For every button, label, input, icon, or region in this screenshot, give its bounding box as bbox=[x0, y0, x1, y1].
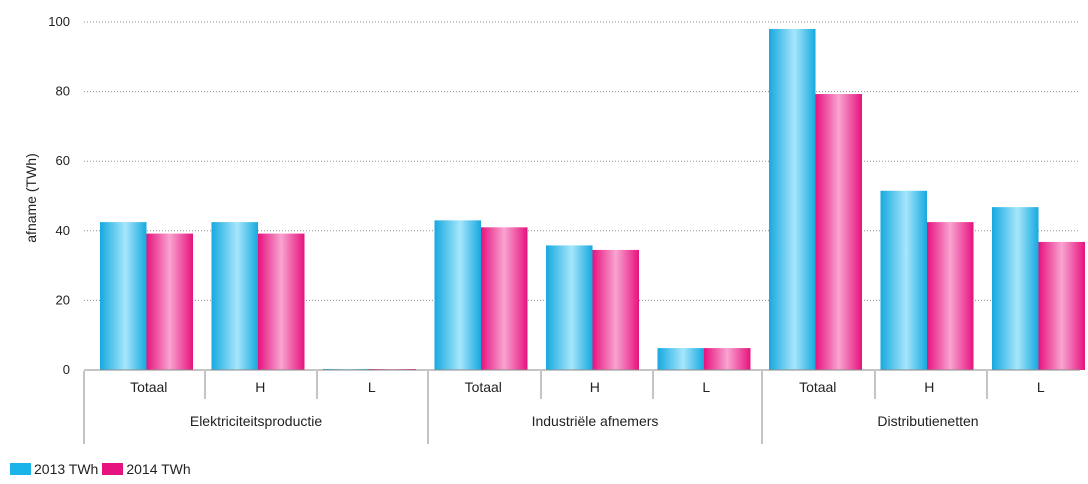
y-tick-label: 0 bbox=[63, 362, 70, 377]
bars bbox=[100, 28, 1085, 371]
bar-2014 bbox=[481, 227, 528, 370]
group-label: Elektriciteitsproductie bbox=[190, 413, 322, 429]
group-label: Distributienetten bbox=[877, 413, 978, 429]
y-tick-label: 80 bbox=[56, 84, 70, 99]
bar-2014 bbox=[927, 222, 974, 370]
bar-2013 bbox=[434, 220, 481, 370]
legend-item-2014: 2014 TWh bbox=[102, 461, 191, 477]
bar-2013 bbox=[211, 222, 258, 370]
bar-2013 bbox=[657, 348, 704, 370]
y-axis-label: afname (TWh) bbox=[23, 153, 39, 242]
bar-2013 bbox=[880, 190, 927, 370]
bar-2013 bbox=[546, 245, 593, 370]
bar-2014 bbox=[704, 348, 751, 370]
legend-swatch-2014 bbox=[102, 463, 124, 475]
bar-2014 bbox=[815, 94, 862, 370]
x-tick-label: L bbox=[702, 379, 710, 395]
bar-2013 bbox=[992, 207, 1039, 370]
x-tick-label: H bbox=[590, 379, 600, 395]
x-tick-label: L bbox=[368, 379, 376, 395]
legend-label-2014: 2014 TWh bbox=[126, 461, 191, 477]
x-tick-label: Totaal bbox=[799, 379, 836, 395]
x-tick-label: Totaal bbox=[130, 379, 167, 395]
bar-2013 bbox=[769, 28, 816, 371]
y-tick-label: 20 bbox=[56, 292, 70, 307]
x-axis: Totaal H L Totaal H L Totaal H L Elektriciteitspr… bbox=[83, 369, 1080, 444]
group-label: Industriële afnemers bbox=[532, 413, 659, 429]
bar-2013 bbox=[323, 368, 370, 370]
x-tick-label: H bbox=[924, 379, 934, 395]
y-tick-label: 40 bbox=[56, 223, 70, 238]
bar-2014 bbox=[592, 249, 639, 370]
legend-item-2013: 2013 TWh bbox=[10, 461, 98, 477]
bar-2014 bbox=[146, 233, 193, 370]
legend: 2013 TWh 2014 TWh bbox=[10, 461, 195, 477]
legend-swatch-2013 bbox=[10, 463, 31, 475]
x-tick-label: Totaal bbox=[465, 379, 502, 395]
y-tick-label: 60 bbox=[56, 153, 70, 168]
bar-2014 bbox=[258, 233, 305, 370]
legend-label-2013: 2013 TWh bbox=[34, 461, 99, 477]
y-tick-labels: 0 20 40 60 80 100 bbox=[48, 14, 70, 377]
x-tick-label: L bbox=[1037, 379, 1045, 395]
bar-2013 bbox=[100, 222, 147, 370]
bar-2014 bbox=[1038, 241, 1085, 370]
y-tick-label: 100 bbox=[48, 14, 70, 29]
x-tick-label: H bbox=[255, 379, 265, 395]
